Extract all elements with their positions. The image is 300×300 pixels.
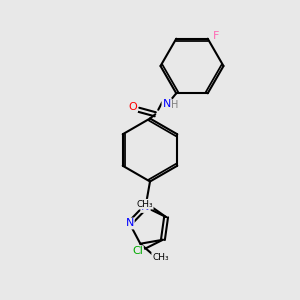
Text: O: O	[128, 102, 137, 112]
Text: N: N	[141, 202, 150, 212]
Text: H: H	[171, 100, 179, 110]
Text: N: N	[125, 218, 134, 229]
Text: Cl: Cl	[132, 246, 143, 256]
Text: CH₃: CH₃	[136, 200, 153, 208]
Text: N: N	[163, 99, 171, 109]
Text: CH₃: CH₃	[152, 253, 169, 262]
Text: F: F	[213, 31, 219, 41]
